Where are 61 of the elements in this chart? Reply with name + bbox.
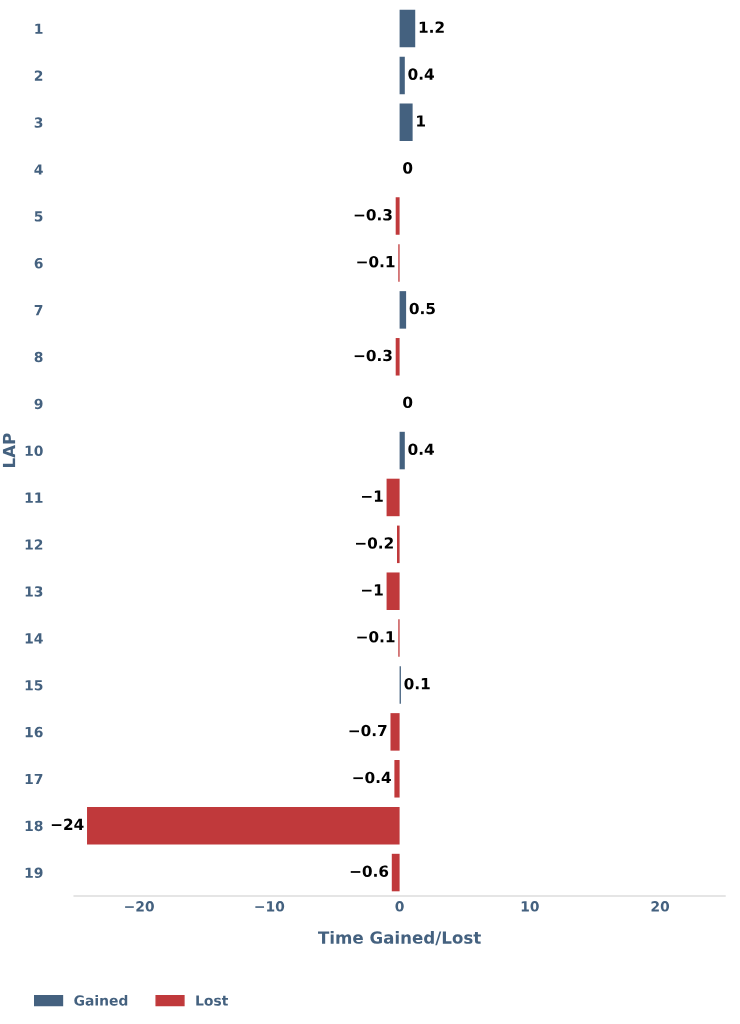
data-label: −0.3 bbox=[354, 349, 392, 362]
legend-label: Gained bbox=[74, 994, 128, 1006]
data-label: 1.2 bbox=[419, 21, 444, 33]
bar bbox=[394, 760, 400, 798]
y-tick-label: 8 bbox=[34, 351, 43, 363]
bar bbox=[386, 572, 400, 610]
bar bbox=[399, 56, 405, 95]
y-tick-label: 11 bbox=[25, 492, 43, 503]
y-tick-label: 4 bbox=[34, 164, 43, 175]
bar bbox=[390, 713, 400, 751]
x-tick-label: 0 bbox=[395, 901, 404, 912]
x-tick-label: 20 bbox=[651, 901, 670, 912]
data-label: −24 bbox=[51, 818, 84, 830]
data-label: −0.1 bbox=[357, 630, 395, 643]
x-tick-label: 10 bbox=[521, 901, 539, 912]
bar bbox=[391, 853, 400, 892]
y-tick-label: 16 bbox=[25, 726, 43, 738]
y-tick-label: 17 bbox=[25, 773, 43, 785]
x-axis-title: Time Gained/Lost bbox=[318, 930, 481, 946]
x-tick-label: −10 bbox=[255, 901, 285, 912]
bar bbox=[399, 9, 416, 48]
data-label: 1 bbox=[417, 115, 425, 127]
y-tick-label: 13 bbox=[25, 586, 43, 597]
y-tick-label: 3 bbox=[34, 117, 43, 128]
data-label: 0.4 bbox=[408, 68, 434, 80]
bar bbox=[399, 103, 413, 142]
data-label: 0 bbox=[403, 162, 413, 174]
data-label: −0.6 bbox=[350, 865, 389, 877]
y-tick-label: 1 bbox=[35, 23, 43, 34]
y-axis-title: LAP bbox=[2, 433, 16, 467]
data-label: 0 bbox=[403, 396, 413, 409]
data-label: −0.2 bbox=[355, 537, 393, 549]
y-tick-label: 10 bbox=[25, 445, 43, 457]
x-tick-label: −20 bbox=[125, 901, 154, 912]
y-tick-label: 6 bbox=[34, 257, 43, 269]
bar bbox=[397, 525, 400, 564]
data-label: −0.3 bbox=[354, 208, 392, 221]
y-tick-label: 18 bbox=[25, 820, 43, 832]
bar bbox=[395, 197, 400, 235]
bar bbox=[395, 338, 400, 376]
data-label: −1 bbox=[361, 490, 383, 502]
bar bbox=[87, 806, 400, 845]
data-label: −1 bbox=[361, 584, 383, 596]
y-tick-label: 19 bbox=[25, 867, 43, 879]
y-tick-label: 5 bbox=[34, 211, 43, 222]
bar bbox=[399, 431, 405, 470]
bar bbox=[386, 478, 400, 517]
y-tick-label: 15 bbox=[25, 680, 43, 691]
bar bbox=[399, 291, 407, 329]
data-label: −0.7 bbox=[349, 724, 387, 737]
y-tick-label: 2 bbox=[34, 70, 43, 81]
data-label: −0.1 bbox=[357, 255, 395, 268]
y-tick-label: 12 bbox=[25, 539, 43, 550]
y-tick-label: 7 bbox=[34, 305, 43, 316]
data-label: 0.4 bbox=[408, 443, 434, 455]
data-label: 0.1 bbox=[404, 677, 430, 690]
legend-label: Lost bbox=[196, 995, 229, 1006]
data-label: −0.4 bbox=[353, 771, 391, 784]
y-tick-label: 14 bbox=[25, 633, 43, 644]
y-tick-label: 9 bbox=[34, 398, 43, 410]
data-label: 0.5 bbox=[409, 302, 435, 315]
